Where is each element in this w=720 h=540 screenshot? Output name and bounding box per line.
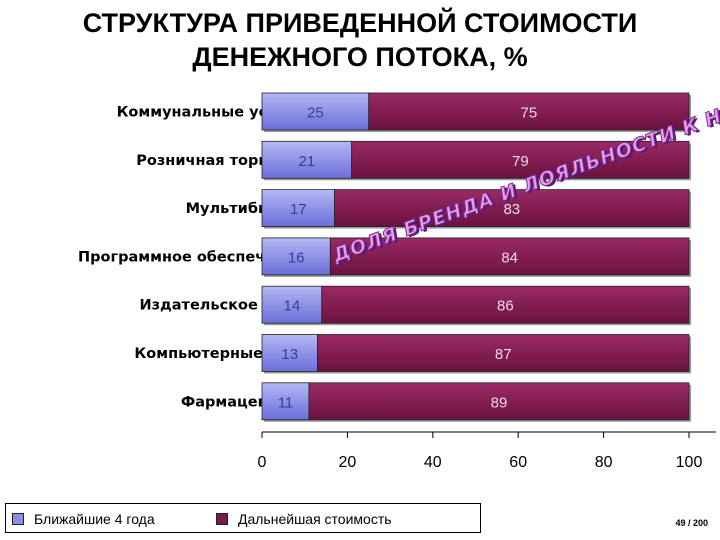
data-label-0-3: 16 bbox=[288, 249, 305, 266]
legend-item-far: Дальнейшая стоимость bbox=[216, 511, 392, 527]
bar-near-4 bbox=[261, 285, 323, 324]
chart-title-line-2: ДЕНЕЖНОГО ПОТОКА, % bbox=[192, 42, 528, 72]
x-tick-label-2: 40 bbox=[424, 454, 442, 471]
data-label-1-6: 89 bbox=[491, 394, 508, 411]
data-label-1-3: 84 bbox=[501, 249, 518, 266]
bar-far-0 bbox=[368, 92, 690, 131]
data-label-1-1: 79 bbox=[512, 153, 529, 170]
data-label-0-2: 17 bbox=[290, 201, 307, 218]
legend-label-far: Дальнейшая стоимость bbox=[238, 511, 392, 527]
bar-near-0 bbox=[261, 92, 370, 131]
data-label-0-1: 21 bbox=[298, 153, 315, 170]
page-number: 49 / 200 bbox=[675, 518, 708, 528]
bar-near-5 bbox=[261, 334, 318, 372]
bar-far-3 bbox=[329, 237, 690, 276]
legend-swatch-far bbox=[216, 513, 228, 525]
bar-far-5 bbox=[317, 334, 690, 372]
x-tick-label-4: 80 bbox=[595, 454, 613, 471]
bar-far-4 bbox=[321, 285, 690, 324]
category-label-0: Коммунальные услуги bbox=[117, 105, 305, 121]
bar-far-1 bbox=[351, 140, 690, 179]
x-tick-label-1: 20 bbox=[339, 454, 357, 471]
bar-near-6 bbox=[261, 382, 310, 421]
data-label-1-5: 87 bbox=[495, 346, 512, 363]
data-label-0-4: 14 bbox=[284, 298, 301, 315]
data-label-1-4: 86 bbox=[497, 298, 514, 315]
legend: Ближайшие 4 года Дальнейшая стоимость bbox=[5, 503, 481, 533]
data-label-0-5: 13 bbox=[281, 346, 298, 363]
legend-label-near: Ближайшие 4 года bbox=[34, 511, 155, 527]
bar-far-6 bbox=[308, 382, 690, 421]
data-label-0-0: 25 bbox=[307, 105, 324, 122]
legend-item-near: Ближайшие 4 года bbox=[12, 511, 155, 527]
x-tick-label-5: 100 bbox=[676, 454, 703, 471]
chart-title: СТРУКТУРА ПРИВЕДЕННОЙ СТОИМОСТИ ДЕНЕЖНОГ… bbox=[0, 6, 720, 74]
x-tick-label-0: 0 bbox=[258, 454, 267, 471]
bar-far-2 bbox=[334, 189, 690, 228]
data-label-1-2: 83 bbox=[503, 201, 520, 218]
legend-swatch-near bbox=[12, 513, 24, 525]
x-tick-label-3: 60 bbox=[509, 454, 527, 471]
chart-title-line-1: СТРУКТУРА ПРИВЕДЕННОЙ СТОИМОСТИ bbox=[82, 8, 638, 38]
data-label-1-0: 75 bbox=[521, 105, 538, 122]
data-label-0-6: 11 bbox=[278, 394, 294, 411]
category-label-3: Программное обеспечение bbox=[78, 249, 305, 265]
